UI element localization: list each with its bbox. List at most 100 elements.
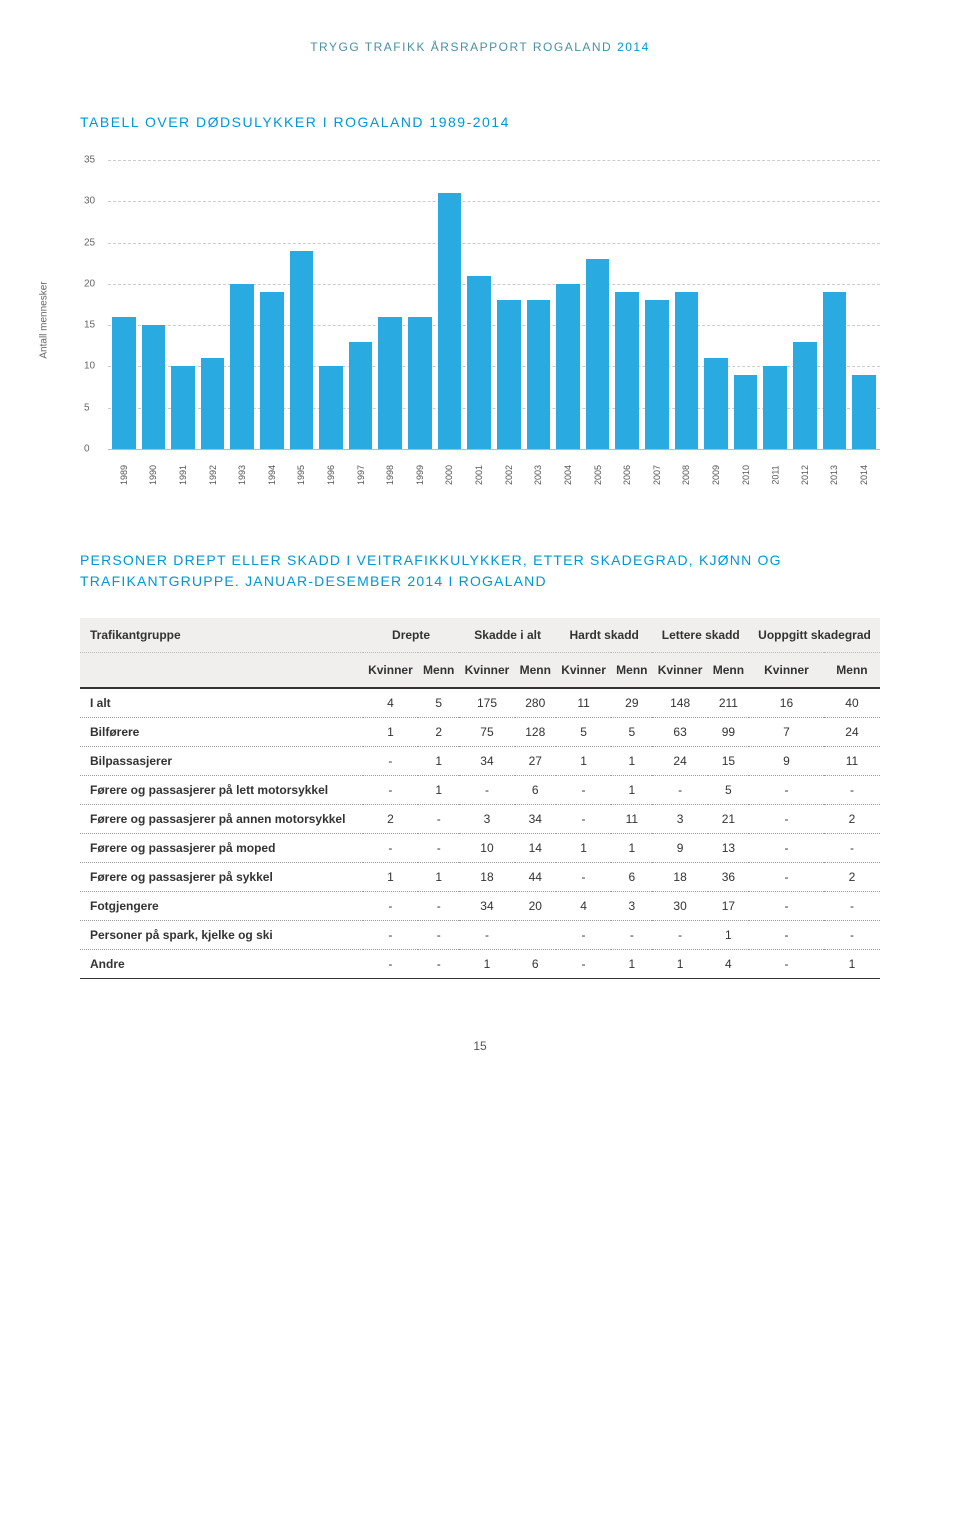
table-cell: 21 (708, 805, 749, 834)
table-sub-header: Kvinner (749, 653, 824, 689)
x-tick-label: 1995 (290, 454, 314, 480)
table-cell: - (824, 834, 880, 863)
bar (645, 300, 669, 449)
bar (556, 284, 580, 449)
table-cell: 175 (459, 688, 514, 718)
table-cell: - (824, 776, 880, 805)
x-tick-label: 1996 (319, 454, 343, 480)
table-cell: - (652, 776, 707, 805)
table-cell: 1 (556, 834, 611, 863)
y-tick: 25 (84, 237, 95, 248)
table-cell: - (556, 863, 611, 892)
data-table: TrafikantgruppeDrepteSkadde i altHardt s… (80, 618, 880, 979)
y-tick: 15 (84, 320, 95, 331)
table-row: Førere og passasjerer på moped--10141191… (80, 834, 880, 863)
table-row: Førere og passasjerer på annen motorsykk… (80, 805, 880, 834)
x-tick-label: 1998 (378, 454, 402, 480)
table-group-header-row: TrafikantgruppeDrepteSkadde i altHardt s… (80, 618, 880, 653)
x-tick-label: 1991 (171, 454, 195, 480)
bar (586, 259, 610, 449)
plot-area: 05101520253035 (108, 160, 880, 450)
x-tick-label: 2004 (556, 454, 580, 480)
x-tick-label: 1989 (112, 454, 136, 480)
table-cell: 1 (611, 950, 652, 979)
table-row: Bilpassasjerer-13427112415911 (80, 747, 880, 776)
table-cell: 6 (515, 776, 556, 805)
table-cell: 34 (459, 892, 514, 921)
table-row: Personer på spark, kjelke og ski------1-… (80, 921, 880, 950)
bar (290, 251, 314, 449)
table-sub-header: Kvinner (363, 653, 418, 689)
x-tick-label: 2013 (823, 454, 847, 480)
row-label: I alt (80, 688, 363, 718)
row-label: Andre (80, 950, 363, 979)
bar (230, 284, 254, 449)
x-tick-label: 2001 (467, 454, 491, 480)
row-label: Førere og passasjerer på lett motorsykke… (80, 776, 363, 805)
x-tick-label: 1993 (230, 454, 254, 480)
bar (201, 358, 225, 449)
bar (852, 375, 876, 449)
table-cell: 11 (824, 747, 880, 776)
table-cell: 16 (749, 688, 824, 718)
bar (734, 375, 758, 449)
y-tick: 35 (84, 155, 95, 166)
table-cell: 3 (459, 805, 514, 834)
table-cell: 34 (459, 747, 514, 776)
table-cell: - (749, 805, 824, 834)
table-cell: - (556, 776, 611, 805)
table-cell: - (363, 921, 418, 950)
bar (260, 292, 284, 449)
table-cell: 9 (652, 834, 707, 863)
table-cell: 20 (515, 892, 556, 921)
table-cell: - (749, 921, 824, 950)
table-cell: 13 (708, 834, 749, 863)
bar (467, 276, 491, 449)
table-cell: - (749, 950, 824, 979)
x-tick-label: 2000 (438, 454, 462, 480)
x-tick-label: 2006 (615, 454, 639, 480)
x-axis-labels: 1989199019911992199319941995199619971998… (108, 454, 880, 480)
row-label: Personer på spark, kjelke og ski (80, 921, 363, 950)
table-cell: 1 (824, 950, 880, 979)
table-cell: 1 (556, 747, 611, 776)
table-sub-header: Kvinner (459, 653, 514, 689)
table-cell: - (418, 921, 459, 950)
table-row: Bilførere1275128556399724 (80, 718, 880, 747)
table-cell: - (749, 834, 824, 863)
table-cell: - (418, 834, 459, 863)
table-cell: 1 (459, 950, 514, 979)
table-cell: 36 (708, 863, 749, 892)
table-cell: - (418, 950, 459, 979)
table-cell: 280 (515, 688, 556, 718)
x-tick-label: 2002 (497, 454, 521, 480)
x-tick-label: 1994 (260, 454, 284, 480)
table-cell: - (749, 776, 824, 805)
table-cell: 6 (515, 950, 556, 979)
table-cell: - (556, 950, 611, 979)
table-cell: - (363, 892, 418, 921)
table-cell: - (824, 921, 880, 950)
bar (675, 292, 699, 449)
table-row: Førere og passasjerer på sykkel111844-61… (80, 863, 880, 892)
table-cell: - (363, 776, 418, 805)
table-cell: 24 (652, 747, 707, 776)
table-cell: - (652, 921, 707, 950)
bar (823, 292, 847, 449)
table-cell: 2 (418, 718, 459, 747)
table-cell: 18 (459, 863, 514, 892)
table-cell: 5 (611, 718, 652, 747)
x-tick-label: 1992 (201, 454, 225, 480)
table-row: Førere og passasjerer på lett motorsykke… (80, 776, 880, 805)
bar (112, 317, 136, 449)
table-cell: 10 (459, 834, 514, 863)
y-tick: 30 (84, 196, 95, 207)
table-group-header: Skadde i alt (459, 618, 556, 653)
bar (142, 325, 166, 449)
table-cell (515, 921, 556, 950)
table-cell: 1 (418, 747, 459, 776)
table-cell: 2 (363, 805, 418, 834)
table-cell: - (363, 747, 418, 776)
table-body: I alt4517528011291482111640Bilførere1275… (80, 688, 880, 979)
table-cell: 14 (515, 834, 556, 863)
